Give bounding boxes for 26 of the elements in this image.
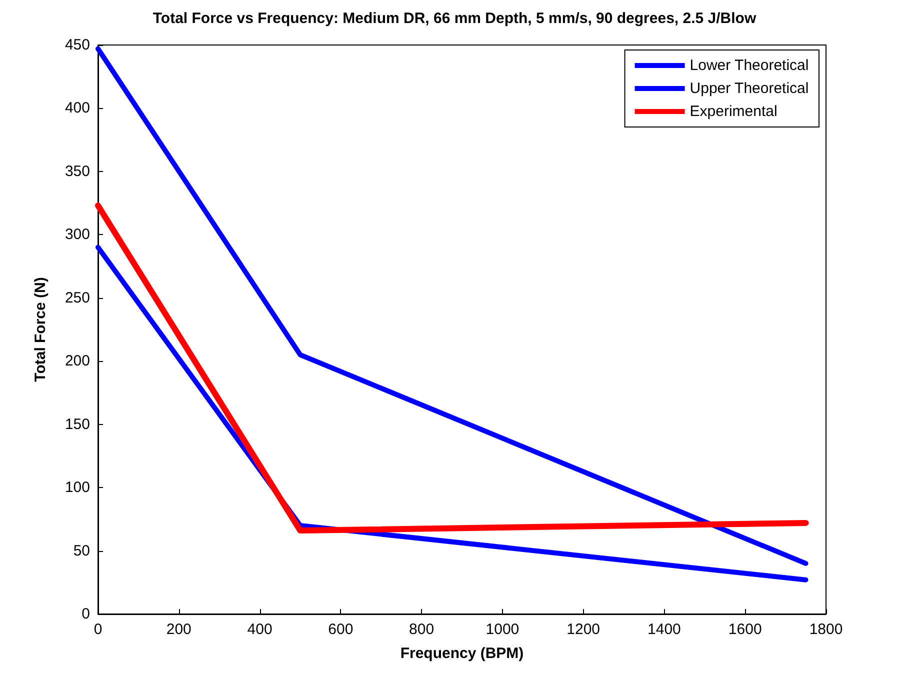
legend-label: Experimental: [690, 103, 778, 120]
y-tick-label: 100: [64, 479, 90, 496]
y-tick-label: 50: [73, 542, 90, 560]
y-tick-label: 450: [64, 36, 90, 54]
y-axis-title: Total Force (N): [32, 277, 49, 382]
y-tick-label: 200: [64, 352, 90, 370]
x-tick-label: 1600: [728, 621, 762, 638]
y-tick-label: 400: [64, 100, 90, 117]
x-tick-label: 1000: [486, 621, 520, 638]
y-tick-label: 250: [64, 289, 90, 306]
x-tick-label: 1400: [648, 621, 681, 638]
x-tick-label: 200: [166, 621, 192, 638]
x-axis-title: Frequency (BPM): [400, 645, 524, 662]
x-tick-label: 600: [328, 621, 354, 638]
y-tick-label: 0: [82, 606, 90, 622]
legend-label: Lower Theoretical: [690, 57, 809, 74]
y-tick-label: 350: [64, 162, 90, 180]
chart-title: Total Force vs Frequency: Medium DR, 66 mm Depth, 5 mm/s, 90 degrees, 2.5 J/Blow: [152, 10, 756, 27]
y-tick-label: 150: [64, 416, 90, 433]
y-tick-label: 300: [64, 226, 90, 244]
x-tick-label: 1200: [566, 621, 600, 638]
x-tick-label: 1800: [809, 621, 843, 638]
x-tick-label: 800: [409, 621, 434, 638]
legend-label: Upper Theoretical: [690, 80, 809, 97]
x-tick-label: 400: [247, 621, 272, 638]
x-tick-label: 0: [94, 621, 102, 638]
